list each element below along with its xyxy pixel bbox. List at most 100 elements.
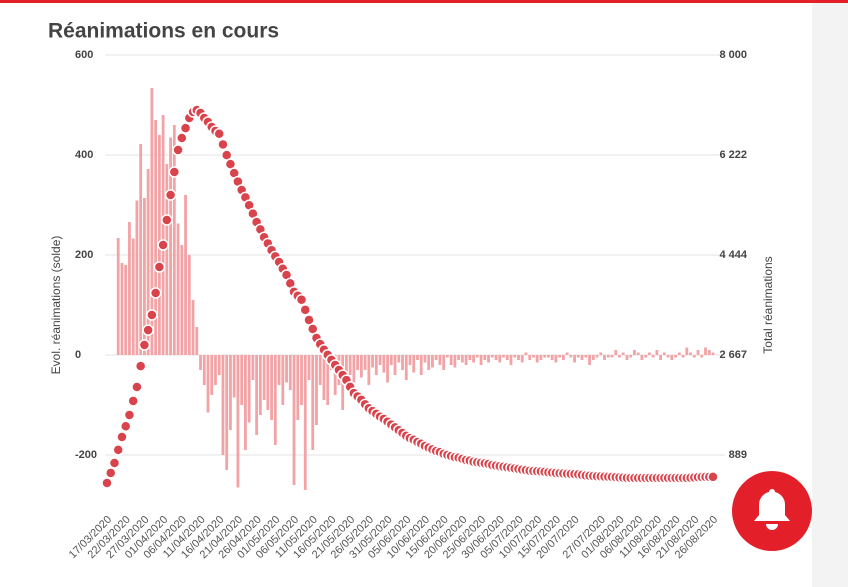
bar <box>472 355 475 363</box>
bar <box>255 355 259 435</box>
bar <box>191 300 195 355</box>
bar <box>606 355 610 358</box>
bar <box>229 355 232 430</box>
bar <box>184 195 187 355</box>
bar <box>659 355 663 360</box>
bar <box>621 352 625 355</box>
bar <box>539 355 543 360</box>
bar <box>378 355 382 365</box>
bar <box>225 355 229 470</box>
bar <box>292 355 296 485</box>
bell-icon[interactable] <box>754 489 790 530</box>
bar <box>311 355 315 450</box>
bar <box>128 222 131 355</box>
bar <box>520 355 524 363</box>
bar <box>554 355 558 363</box>
bar <box>348 355 352 375</box>
line-point <box>164 189 177 201</box>
line-point <box>142 324 154 336</box>
bar <box>389 355 393 365</box>
line-point <box>134 360 147 372</box>
bar <box>505 355 509 360</box>
bar <box>692 355 696 358</box>
bar <box>685 347 689 355</box>
line-point <box>127 395 139 407</box>
bar <box>251 355 255 380</box>
bar <box>333 355 337 395</box>
bar <box>187 255 191 355</box>
bar <box>427 355 431 370</box>
line-point <box>213 128 225 140</box>
bar <box>446 355 449 358</box>
side-strip <box>812 0 848 587</box>
bar <box>700 355 704 358</box>
bar <box>307 355 311 380</box>
bar <box>303 355 307 490</box>
bar <box>704 347 707 355</box>
bar <box>442 355 446 370</box>
bar <box>206 355 210 413</box>
line-point <box>176 132 188 144</box>
bar <box>386 355 389 383</box>
bar <box>509 355 513 365</box>
bar <box>195 327 199 355</box>
bar <box>502 355 505 358</box>
bar <box>367 355 371 385</box>
line-point <box>146 309 158 321</box>
bar <box>629 355 633 358</box>
bar <box>524 352 528 355</box>
y2-tick-label: 4 444 <box>719 249 747 261</box>
y2-tick-label: 8 000 <box>719 49 747 61</box>
bar <box>517 355 520 360</box>
line-point <box>157 239 169 251</box>
bar <box>453 355 457 368</box>
bar <box>498 355 502 363</box>
bar <box>655 350 659 355</box>
top-border <box>0 0 848 3</box>
bar <box>326 355 330 405</box>
bar <box>464 355 468 365</box>
bar <box>244 355 247 450</box>
y-tick-label: 600 <box>75 49 93 61</box>
bar <box>180 245 184 355</box>
bar <box>431 355 434 368</box>
bar <box>475 355 479 358</box>
bar <box>217 355 221 375</box>
bar <box>408 355 412 365</box>
bar <box>236 355 240 488</box>
line-point <box>112 444 124 456</box>
bar <box>479 355 483 365</box>
line-point <box>123 409 136 421</box>
bar <box>535 355 539 363</box>
bar <box>648 352 651 355</box>
line-point <box>149 287 162 299</box>
bar <box>584 355 588 358</box>
bar <box>532 355 535 358</box>
bar <box>576 355 580 358</box>
bar <box>651 355 655 358</box>
bar <box>625 355 629 360</box>
bar <box>565 352 569 355</box>
bar <box>356 355 360 370</box>
line-point <box>153 261 166 273</box>
bar <box>270 355 273 420</box>
bar <box>490 355 494 358</box>
bar <box>172 125 176 355</box>
bar <box>247 355 251 423</box>
bar <box>707 350 711 355</box>
chart-title: Réanimations en cours <box>48 20 279 43</box>
bar <box>610 355 614 358</box>
y-tick-label: -200 <box>75 449 97 461</box>
bar <box>618 355 621 358</box>
bar <box>416 355 419 360</box>
bar <box>135 200 139 355</box>
bar <box>202 355 206 385</box>
bar <box>318 355 322 385</box>
bar <box>494 355 498 360</box>
bar <box>210 355 214 395</box>
line-point <box>101 477 113 489</box>
y2-axis-title: Total réanimations <box>761 256 775 353</box>
notification-button[interactable] <box>732 471 812 551</box>
bar <box>513 355 517 358</box>
